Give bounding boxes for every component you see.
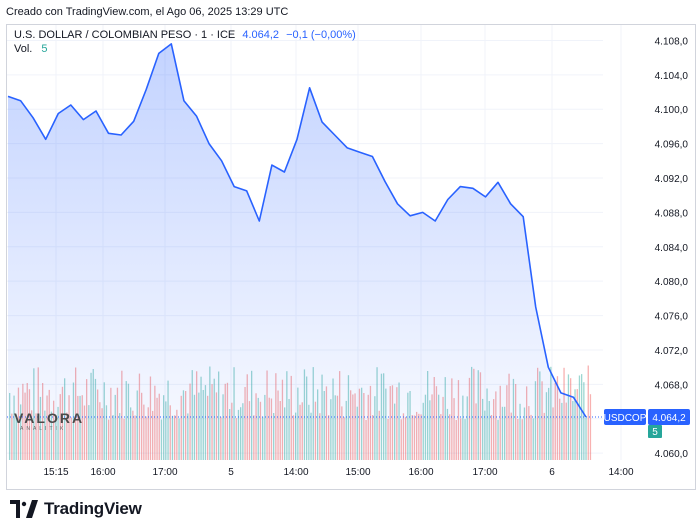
volume-value: 5 — [41, 43, 48, 55]
y-tick-label: 4.084,0 — [655, 243, 689, 254]
last-value: 4.064,2 — [242, 29, 280, 41]
price-area — [8, 43, 586, 461]
x-tick-label: 15:15 — [43, 467, 68, 478]
price-tag-value: 4.064,2 — [652, 413, 686, 424]
y-tick-label: 4.104,0 — [655, 71, 689, 82]
x-tick-label: 16:00 — [408, 467, 433, 478]
price-line — [7, 43, 587, 418]
volume-bar — [585, 417, 587, 460]
y-tick-label: 4.068,0 — [655, 380, 689, 391]
x-tick-label: 14:00 — [283, 467, 308, 478]
y-tick-label: 4.092,0 — [655, 174, 689, 185]
x-tick-label: 17:00 — [152, 467, 177, 478]
volume-label: Vol. — [14, 43, 33, 55]
y-tick-label: 4.076,0 — [655, 312, 689, 323]
x-tick-label: 6 — [549, 467, 555, 478]
price-tags: USDCOP 4.064,2 5 — [604, 409, 690, 439]
x-tick-label: 16:00 — [90, 467, 115, 478]
y-tick-label: 4.088,0 — [655, 208, 689, 219]
tradingview-icon — [10, 500, 38, 518]
y-tick-label: 4.108,0 — [655, 36, 689, 47]
x-axis: 15:15 16:00 17:00 5 14:00 15:00 16:00 17:00 6 14:… — [43, 467, 633, 478]
volume-bar — [589, 394, 592, 460]
x-tick-label: 15:00 — [345, 467, 370, 478]
created-with-caption: Creado con TradingView.com, el Ago 06, 2… — [6, 6, 289, 18]
price-tag-symbol: USDCOP — [604, 413, 647, 424]
y-tick-label: 4.072,0 — [655, 346, 689, 357]
x-tick-label: 14:00 — [608, 467, 633, 478]
y-tick-label: 4.080,0 — [655, 277, 689, 288]
y-tick-label: 4.100,0 — [655, 105, 689, 116]
symbol-title: U.S. DOLLAR / COLOMBIAN PESO · 1 · ICE — [14, 29, 236, 41]
valora-watermark: VALORA ANALITIK — [14, 410, 84, 432]
last-price-tag: USDCOP 4.064,2 — [604, 409, 690, 426]
x-tick-label: 17:00 — [472, 467, 497, 478]
chart-frame — [6, 24, 696, 490]
volume-tag: 5 — [648, 425, 662, 439]
y-tick-label: 4.060,0 — [655, 449, 689, 460]
change-value: −0,1 (−0,00%) — [286, 29, 356, 41]
watermark-sub: ANALITIK — [20, 426, 67, 432]
x-tick-label: 5 — [228, 467, 234, 478]
volume-bar — [587, 365, 589, 460]
watermark-name: VALORA — [14, 410, 85, 426]
chart-legend: U.S. DOLLAR / COLOMBIAN PESO · 1 · ICE 4… — [14, 28, 356, 56]
volume-tag-value: 5 — [652, 427, 658, 438]
y-tick-label: 4.096,0 — [655, 140, 689, 151]
tradingview-brand: TradingView — [44, 499, 142, 518]
tradingview-logo[interactable]: TradingView — [10, 497, 142, 521]
y-axis: 4.108,0 4.104,0 4.100,0 4.096,0 4.092,0 4.088… — [655, 36, 689, 460]
